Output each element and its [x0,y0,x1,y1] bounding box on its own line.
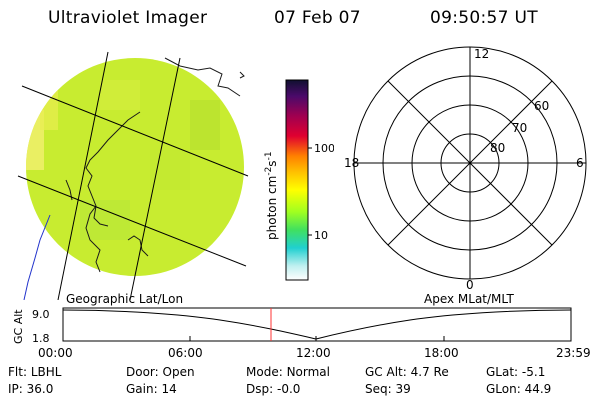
polar-grid [353,46,587,280]
lat-lon-grid [17,51,249,300]
app-title: Ultraviolet Imager [48,8,208,28]
colorbar-ticklabel-10: 10 [314,229,328,242]
info-seq: Seq: 39 [365,382,411,396]
observation-time: 09:50:57 UT [430,8,538,28]
info-dsp: Dsp: -0.0 [246,382,301,396]
info-glat: GLat: -5.1 [486,365,546,379]
altitude-track-plot: GC Alt 9.0 1.8 00:00 06:00 12:00 18:00 2… [12,307,591,360]
apex-label: Apex MLat/MLT [424,292,514,306]
lat-label-80: 80 [490,141,505,155]
info-door: Door: Open [126,365,195,379]
track-frame [62,307,572,342]
track-ytick-top: 9.0 [32,308,50,321]
mlt-label-0: 0 [466,278,474,292]
lat-label-60: 60 [534,99,549,113]
observation-date: 07 Feb 07 [274,8,361,28]
info-gain: Gain: 14 [126,382,177,396]
track-xtick-1800: 18:00 [424,346,459,360]
info-mode: Mode: Normal [246,365,330,379]
info-ip: IP: 36.0 [8,382,54,396]
altitude-curve [62,309,572,340]
colorbar: photon cm-2s-1 100 10 [264,79,334,281]
info-flt: Flt: LBHL [8,365,62,379]
info-glon: GLon: 44.9 [486,382,552,396]
earth-image-panel [17,51,249,300]
track-xtick-0000: 00:00 [38,346,73,360]
polar-plot: 12 0 18 6 60 70 80 [344,46,587,292]
colorbar-label: photon cm-2s-1 [264,151,279,240]
mlt-label-12: 12 [474,47,489,61]
lat-label-70: 70 [512,121,527,135]
track-xticks [189,336,445,341]
track-ytick-bottom: 1.8 [32,332,50,345]
colorbar-gradient [285,79,309,281]
track-ylabel: GC Alt [12,309,25,344]
colorbar-ticklabel-100: 100 [314,142,334,155]
geographic-label: Geographic Lat/Lon [66,292,184,306]
track-xtick-2359: 23:59 [556,346,591,360]
track-xtick-0600: 06:00 [168,346,203,360]
mlt-label-18: 18 [344,156,359,170]
info-gc-alt: GC Alt: 4.7 Re [365,365,449,379]
track-xtick-1200: 12:00 [296,346,331,360]
river-line [23,214,51,300]
mlt-label-6: 6 [576,156,584,170]
